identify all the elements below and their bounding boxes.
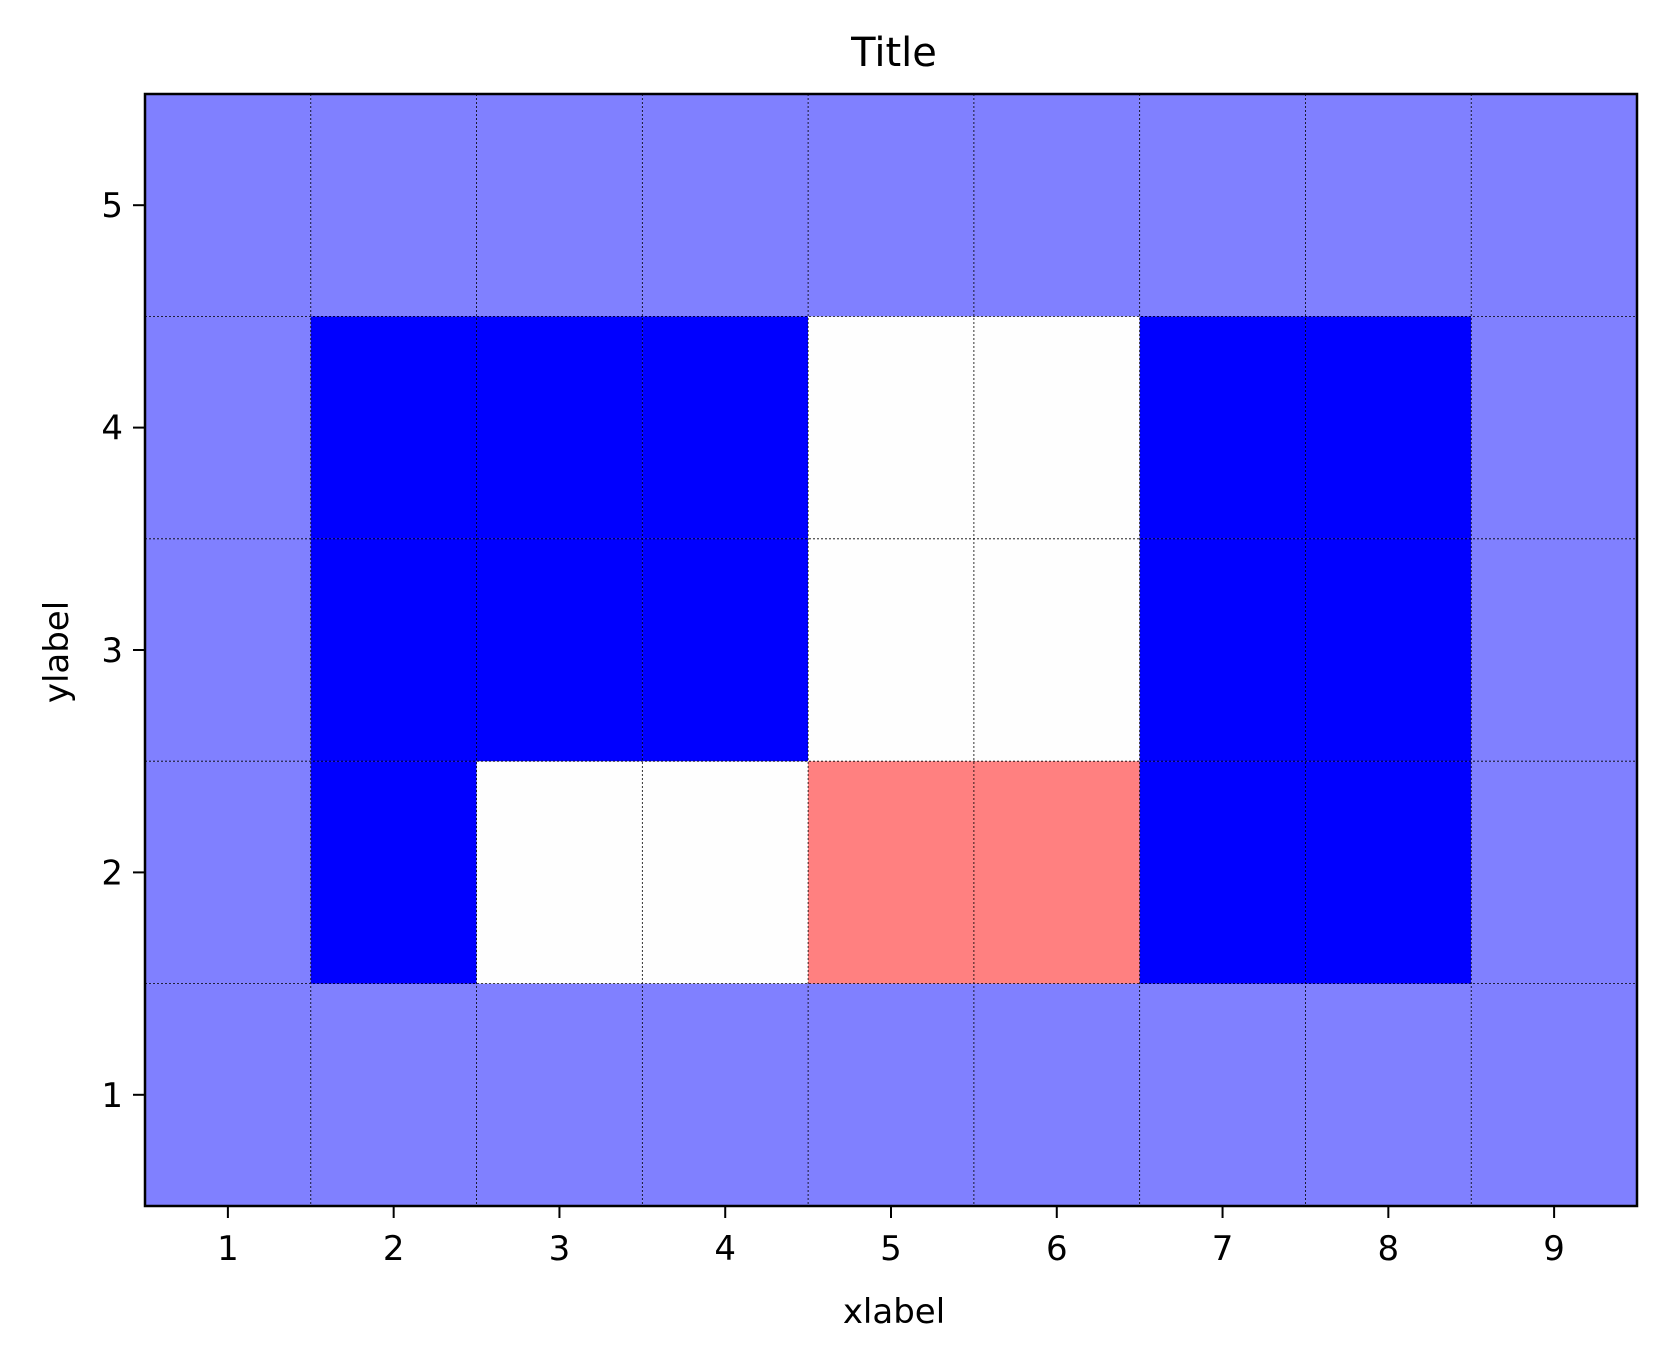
heatmap-cell-9-3 (1471, 538, 1637, 762)
heatmap-cell-7-4 (1139, 316, 1306, 539)
heatmap-cell-8-2 (1305, 761, 1472, 984)
heatmap-cell-4-4 (642, 316, 809, 539)
heatmap-cell-5-4 (808, 316, 974, 539)
heatmap-cell-2-4 (310, 316, 477, 539)
heatmap-cell-2-2 (310, 761, 477, 984)
heatmap-cell-3-3 (476, 538, 643, 762)
grid-lines (145, 94, 1637, 1206)
heatmap-cell-4-3 (642, 538, 809, 762)
heatmap-cell-3-5 (476, 94, 643, 317)
heatmap-cell-6-1 (973, 983, 1140, 1206)
heatmap-cell-2-5 (310, 94, 477, 317)
x-tick-label: 1 (217, 1229, 239, 1269)
heatmap-cell-6-4 (973, 316, 1140, 539)
x-tick-label: 6 (1046, 1229, 1068, 1269)
heatmap-cell-8-4 (1305, 316, 1472, 539)
heatmap-cell-5-1 (808, 983, 974, 1206)
heatmap-cell-2-1 (310, 983, 477, 1206)
heatmap-cell-8-5 (1305, 94, 1472, 317)
heatmap-cell-9-2 (1471, 761, 1637, 984)
heatmap-cells (145, 94, 1637, 1206)
chart-title: Title (850, 30, 937, 76)
heatmap-cell-3-2 (476, 761, 643, 984)
heatmap-cell-1-5 (145, 94, 311, 317)
y-tick-label: 5 (101, 186, 123, 226)
heatmap-cell-4-1 (642, 983, 809, 1206)
heatmap-cell-1-3 (145, 538, 311, 762)
heatmap-cell-8-1 (1305, 983, 1472, 1206)
y-tick-label: 2 (101, 853, 123, 893)
y-tick-label: 3 (101, 631, 123, 671)
heatmap-cell-8-3 (1305, 538, 1472, 762)
heatmap-cell-6-5 (973, 94, 1140, 317)
heatmap-cell-6-3 (973, 538, 1140, 762)
x-axis-label: xlabel (843, 1292, 945, 1332)
x-axis-ticks: 1 2 3 4 5 6 7 8 9 (217, 1206, 1565, 1269)
heatmap-cell-9-4 (1471, 316, 1637, 539)
x-tick-label: 3 (549, 1229, 571, 1269)
y-tick-label: 4 (101, 409, 123, 449)
heatmap-cell-7-2 (1139, 761, 1306, 984)
heatmap-cell-3-4 (476, 316, 643, 539)
heatmap-cell-1-4 (145, 316, 311, 539)
heatmap-cell-4-2 (642, 761, 809, 984)
heatmap-cell-9-5 (1471, 94, 1637, 317)
heatmap-cell-3-1 (476, 983, 643, 1206)
y-tick-label: 1 (101, 1076, 123, 1116)
heatmap-cell-5-2 (808, 761, 974, 984)
heatmap-cell-6-2 (973, 761, 1140, 984)
heatmap-cell-5-5 (808, 94, 974, 317)
x-tick-label: 4 (714, 1229, 736, 1269)
y-axis-ticks: 1 2 3 4 5 (101, 186, 145, 1116)
y-axis-label: ylabel (37, 601, 77, 703)
x-tick-label: 7 (1212, 1229, 1234, 1269)
heatmap-cell-7-5 (1139, 94, 1306, 317)
heatmap-cell-7-3 (1139, 538, 1306, 762)
x-tick-label: 5 (880, 1229, 902, 1269)
heatmap-cell-7-1 (1139, 983, 1306, 1206)
heatmap-cell-1-1 (145, 983, 311, 1206)
x-tick-label: 9 (1543, 1229, 1565, 1269)
x-tick-label: 2 (383, 1229, 405, 1269)
heatmap-cell-2-3 (310, 538, 477, 762)
x-tick-label: 8 (1378, 1229, 1400, 1269)
heatmap-cell-1-2 (145, 761, 311, 984)
heatmap-cell-5-3 (808, 538, 974, 762)
heatmap-cell-4-5 (642, 94, 809, 317)
heatmap-cell-9-1 (1471, 983, 1637, 1206)
